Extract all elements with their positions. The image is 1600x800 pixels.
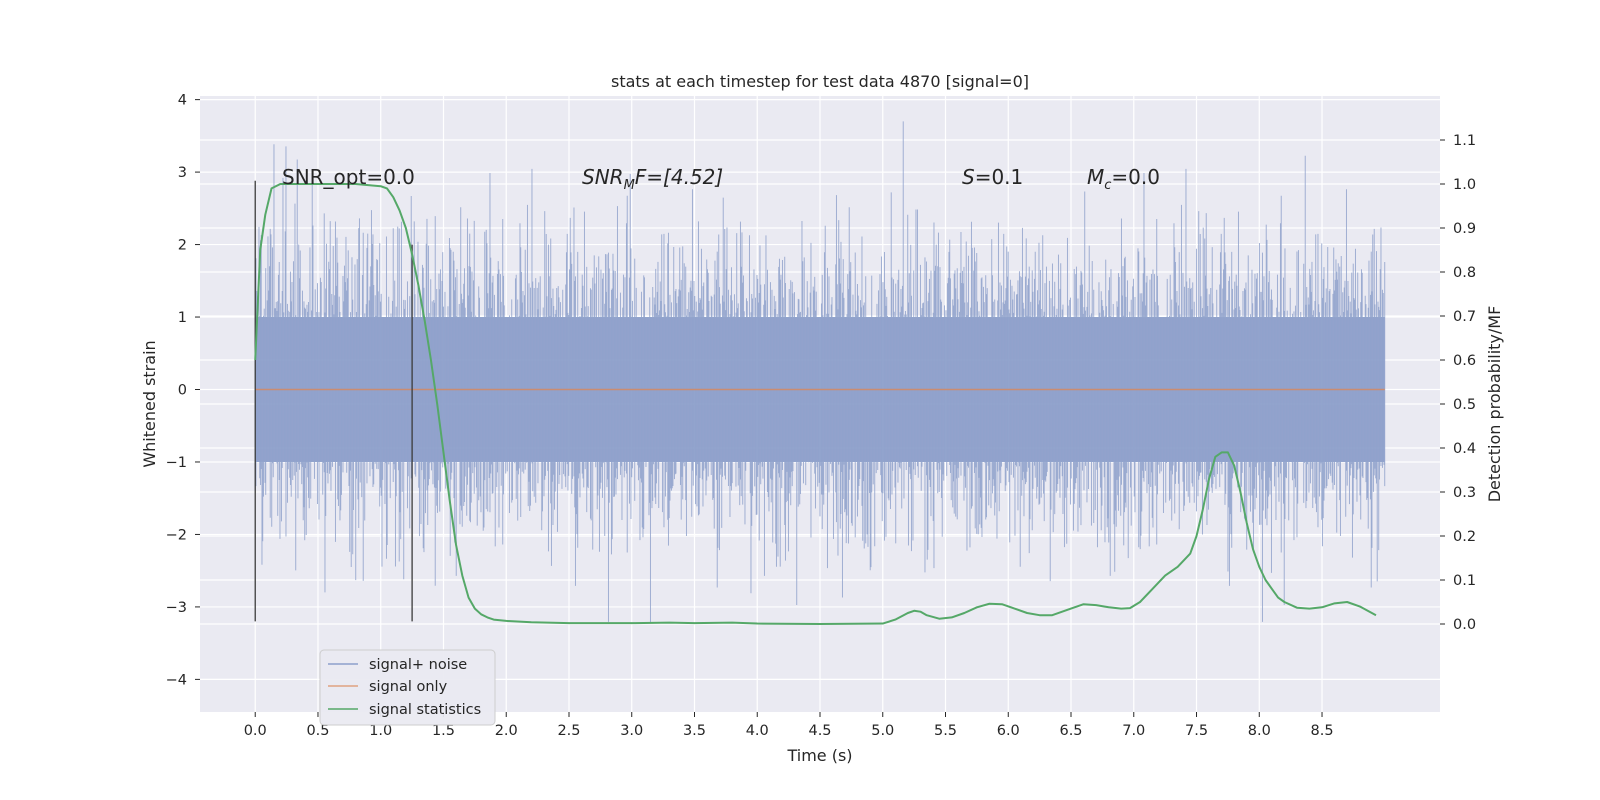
x-tick-label: 5.5: [934, 723, 957, 739]
mc-subscript: c: [1104, 178, 1111, 193]
x-tick-label: 6.0: [997, 723, 1020, 739]
mc-value: =0.0: [1111, 165, 1160, 189]
mc-variable: M: [1087, 165, 1104, 189]
y-tick-label: 4: [178, 93, 187, 109]
x-tick-label: 8.5: [1310, 723, 1333, 739]
snr-opt-annotation: SNR_opt=0.0: [282, 165, 415, 189]
s-value: =0.1: [975, 165, 1024, 189]
s-annotation: S=0.1: [962, 165, 1023, 189]
y-tick-label: 2: [178, 238, 187, 254]
x-tick-label: 4.5: [808, 723, 831, 739]
x-tick-label: 7.5: [1185, 723, 1208, 739]
y-tick-label: 0: [178, 383, 187, 399]
legend-label-signal: signal only: [369, 679, 448, 695]
legend-box: [319, 649, 496, 726]
x-tick-label: 0.5: [306, 723, 329, 739]
y-tick-label: −4: [166, 672, 187, 688]
x-tick-label: 5.0: [871, 723, 894, 739]
signal-statistics-series: [254, 183, 1377, 625]
x-tick-label: 2.0: [495, 723, 518, 739]
y-tick-label: 3: [178, 165, 187, 181]
y-axis-ticks: −4 −3 −2 −1 0 1 2 3 4: [166, 93, 200, 688]
x-tick-label: 6.5: [1059, 723, 1082, 739]
right-tick-label: 0.2: [1453, 529, 1476, 545]
right-tick-label: 1.1: [1453, 133, 1476, 149]
x-tick-label: 3.5: [683, 723, 706, 739]
snr-mf-annotation: SNRMF=[4.52]: [582, 165, 723, 193]
chart-title: stats at each timestep for test data 487…: [611, 72, 1029, 91]
right-tick-label: 0.3: [1453, 485, 1476, 501]
x-tick-label: 1.5: [432, 723, 455, 739]
right-tick-label: 0.1: [1453, 573, 1476, 589]
mc-annotation: Mc=0.0: [1087, 165, 1160, 193]
legend: signal+ noise signal only signal statist…: [319, 649, 496, 726]
right-tick-label: 0.0: [1453, 617, 1476, 633]
statistics-line: [254, 183, 1377, 625]
right-tick-label: 0.8: [1453, 265, 1476, 281]
right-tick-label: 1.0: [1453, 177, 1476, 193]
x-tick-label: 2.5: [557, 723, 580, 739]
right-tick-label: 0.4: [1453, 441, 1476, 457]
legend-label-noise: signal+ noise: [369, 657, 467, 673]
s-variable: S: [962, 165, 975, 189]
y-tick-label: −2: [166, 527, 187, 543]
snr-mf-rest: F=[4.52]: [635, 165, 723, 189]
snr-mf-base: SNR: [582, 165, 624, 189]
x-tick-label: 3.0: [620, 723, 643, 739]
x-tick-label: 4.0: [746, 723, 769, 739]
right-tick-label: 0.5: [1453, 397, 1476, 413]
y-axis-label: Whitened strain: [140, 340, 159, 467]
legend-label-statistics: signal statistics: [369, 702, 481, 718]
x-tick-label: 0.0: [244, 723, 267, 739]
right-tick-label: 0.7: [1453, 309, 1476, 325]
x-tick-label: 1.0: [369, 723, 392, 739]
x-axis-label: Time (s): [786, 746, 852, 765]
x-axis-ticks: 0.0 0.5 1.0 1.5 2.0 2.5 3.0 3.5 4.0 4.5 5.0 5.5 6.0 6…: [244, 712, 1334, 739]
y-tick-label: −1: [166, 455, 187, 471]
x-tick-label: 8.0: [1248, 723, 1271, 739]
right-tick-label: 0.9: [1453, 221, 1476, 237]
right-tick-label: 0.6: [1453, 353, 1476, 369]
y-tick-label: 1: [178, 310, 187, 326]
x-tick-label: 7.0: [1122, 723, 1145, 739]
vertical-markers: [254, 180, 413, 622]
right-axis-ticks: 0.0 0.1 0.2 0.3 0.4 0.5 0.6 0.7 0.8 0.9 1.0 1.1: [1440, 133, 1476, 633]
snr-mf-subscript: M: [624, 178, 635, 193]
y-tick-label: −3: [166, 600, 187, 616]
right-axis-label: Detection probability/MF: [1485, 306, 1504, 503]
